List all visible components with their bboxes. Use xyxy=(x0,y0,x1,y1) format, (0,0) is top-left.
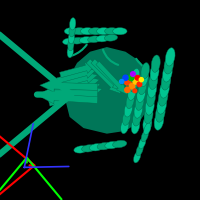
Ellipse shape xyxy=(135,94,144,110)
Ellipse shape xyxy=(134,151,141,163)
Polygon shape xyxy=(60,63,95,78)
Polygon shape xyxy=(40,91,98,104)
Circle shape xyxy=(133,79,138,84)
Circle shape xyxy=(135,75,140,80)
Circle shape xyxy=(129,83,135,89)
Ellipse shape xyxy=(146,89,155,107)
Ellipse shape xyxy=(80,28,95,35)
Ellipse shape xyxy=(89,144,104,151)
Ellipse shape xyxy=(137,86,145,102)
Ellipse shape xyxy=(97,28,111,35)
Polygon shape xyxy=(50,81,100,101)
Ellipse shape xyxy=(121,119,129,134)
Ellipse shape xyxy=(126,94,134,109)
Ellipse shape xyxy=(64,28,79,35)
Ellipse shape xyxy=(72,28,87,35)
Ellipse shape xyxy=(69,25,75,37)
Circle shape xyxy=(120,79,124,84)
Ellipse shape xyxy=(157,96,167,114)
Ellipse shape xyxy=(104,34,118,41)
Ellipse shape xyxy=(71,37,84,44)
Ellipse shape xyxy=(144,106,153,124)
Circle shape xyxy=(139,78,143,82)
Ellipse shape xyxy=(148,81,157,98)
Ellipse shape xyxy=(158,88,168,106)
Ellipse shape xyxy=(70,18,76,30)
Polygon shape xyxy=(91,59,124,91)
Ellipse shape xyxy=(97,142,111,150)
Ellipse shape xyxy=(113,28,127,35)
Ellipse shape xyxy=(131,118,140,134)
Ellipse shape xyxy=(68,32,75,44)
Ellipse shape xyxy=(161,72,171,90)
Circle shape xyxy=(133,89,137,93)
Ellipse shape xyxy=(105,141,119,149)
Ellipse shape xyxy=(156,104,165,122)
Ellipse shape xyxy=(160,80,169,98)
Ellipse shape xyxy=(131,68,140,84)
Ellipse shape xyxy=(140,71,148,87)
Ellipse shape xyxy=(128,85,136,100)
Ellipse shape xyxy=(144,123,151,135)
Ellipse shape xyxy=(165,48,175,66)
Ellipse shape xyxy=(141,130,148,142)
Ellipse shape xyxy=(143,115,152,132)
Ellipse shape xyxy=(88,36,101,43)
Circle shape xyxy=(128,75,134,81)
Ellipse shape xyxy=(136,144,143,156)
Circle shape xyxy=(123,75,128,80)
Polygon shape xyxy=(96,61,127,95)
Ellipse shape xyxy=(141,63,150,79)
Ellipse shape xyxy=(164,56,174,74)
Ellipse shape xyxy=(79,37,93,43)
Polygon shape xyxy=(86,59,121,94)
Polygon shape xyxy=(52,76,99,95)
Ellipse shape xyxy=(145,98,154,115)
Ellipse shape xyxy=(139,137,146,149)
Polygon shape xyxy=(48,86,102,106)
Ellipse shape xyxy=(124,102,132,117)
Circle shape xyxy=(131,72,135,76)
Ellipse shape xyxy=(123,110,131,125)
Circle shape xyxy=(137,82,142,87)
Ellipse shape xyxy=(134,102,143,118)
Polygon shape xyxy=(40,86,98,101)
Ellipse shape xyxy=(163,64,172,82)
Ellipse shape xyxy=(89,28,103,35)
Circle shape xyxy=(124,78,131,85)
Circle shape xyxy=(125,87,130,93)
Ellipse shape xyxy=(63,38,76,45)
Polygon shape xyxy=(54,72,98,89)
Ellipse shape xyxy=(113,140,127,148)
Polygon shape xyxy=(40,79,98,92)
Polygon shape xyxy=(65,47,152,134)
Ellipse shape xyxy=(151,55,160,72)
Ellipse shape xyxy=(105,28,119,35)
Ellipse shape xyxy=(96,35,109,42)
Ellipse shape xyxy=(130,77,138,92)
Ellipse shape xyxy=(74,146,88,153)
Ellipse shape xyxy=(68,39,74,51)
Ellipse shape xyxy=(138,78,147,95)
Ellipse shape xyxy=(133,110,141,126)
Ellipse shape xyxy=(150,64,159,81)
Ellipse shape xyxy=(149,72,158,89)
Ellipse shape xyxy=(67,46,73,58)
Ellipse shape xyxy=(82,145,96,152)
Ellipse shape xyxy=(154,112,164,130)
Polygon shape xyxy=(57,68,96,83)
